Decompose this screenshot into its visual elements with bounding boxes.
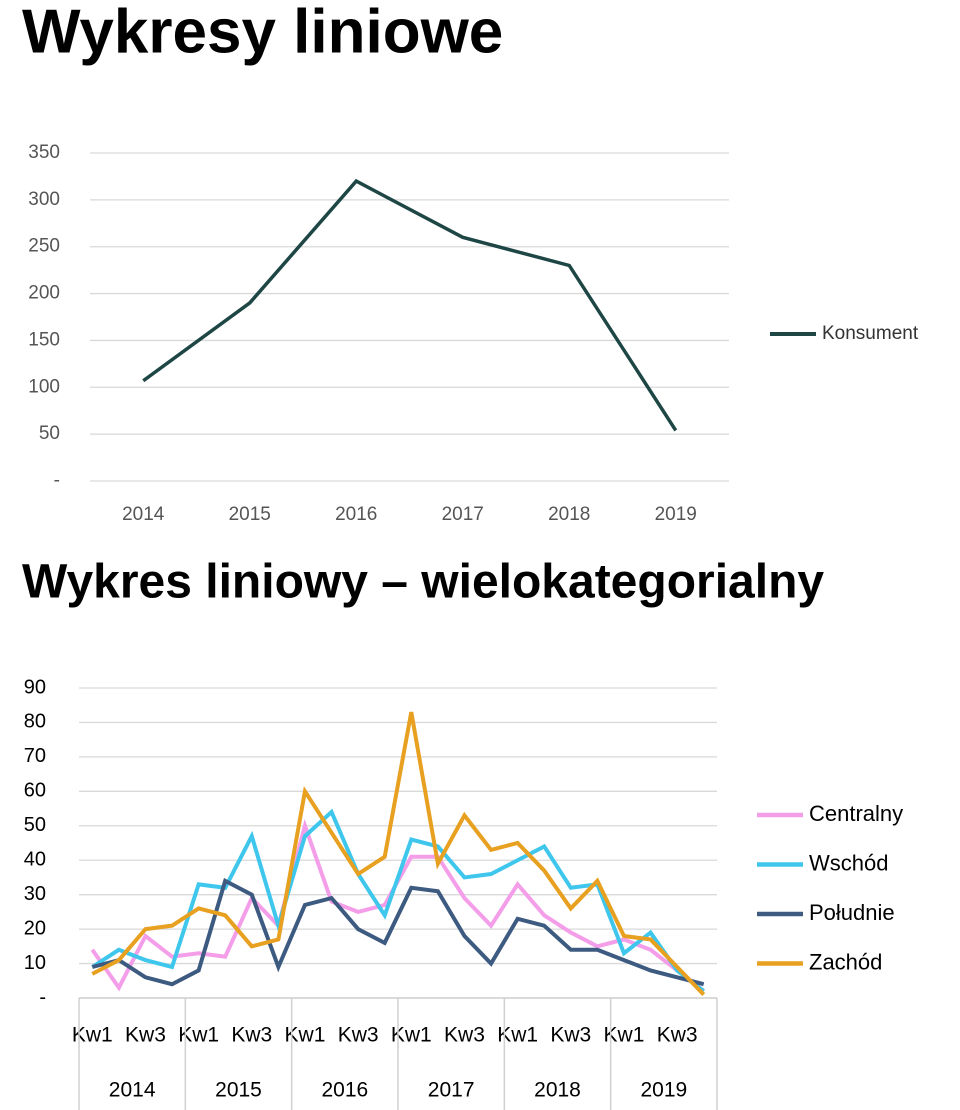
x-tick-label: Kw1 [178, 1024, 219, 1047]
group-label: 2018 [534, 1079, 581, 1102]
x-tick-label: Kw1 [391, 1024, 432, 1047]
series-line [91, 808, 705, 993]
legend-label: Konsument [822, 323, 919, 344]
chart-title: Wykres liniowy – wielokategorialny [22, 556, 824, 609]
y-tick-label: 50 [24, 814, 46, 836]
x-tick-label: 2014 [122, 504, 165, 525]
x-tick-label: 2016 [335, 504, 377, 525]
x-tick-label: 2018 [548, 504, 590, 525]
y-tick-label: 30 [24, 883, 46, 905]
group-label: 2016 [321, 1079, 368, 1102]
x-tick-label: Kw3 [125, 1024, 166, 1047]
y-tick-label: 40 [24, 849, 46, 871]
legend-label: Centralny [809, 801, 903, 826]
y-tick-label: 100 [28, 376, 60, 397]
y-tick-label: 80 [24, 711, 46, 733]
x-tick-label: Kw3 [338, 1024, 379, 1047]
x-tick-label: 2015 [229, 504, 271, 525]
x-tick-label: 2017 [442, 504, 484, 525]
group-label: 2015 [215, 1079, 262, 1102]
x-tick-label: Kw3 [657, 1024, 698, 1047]
group-label: 2014 [109, 1079, 156, 1102]
y-tick-label: - [39, 986, 46, 1008]
series-line [91, 878, 705, 987]
y-tick-label: 90 [24, 676, 46, 698]
x-tick-label: Kw1 [604, 1024, 645, 1047]
y-tick-label: - [54, 470, 60, 491]
x-tick-label: 2019 [655, 504, 697, 525]
series-line [142, 178, 678, 432]
series-line [91, 711, 706, 996]
legend-label: Południe [809, 900, 895, 925]
x-tick-label: Kw1 [72, 1024, 113, 1047]
legend-label: Wschód [809, 850, 888, 875]
legend-label: Zachód [809, 949, 882, 974]
y-tick-label: 200 [28, 283, 60, 304]
x-tick-label: Kw1 [285, 1024, 326, 1047]
x-tick-label: Kw1 [497, 1024, 538, 1047]
y-tick-label: 20 [24, 917, 46, 939]
y-tick-label: 60 [24, 780, 46, 802]
y-tick-label: 10 [24, 952, 46, 974]
x-tick-label: Kw3 [550, 1024, 591, 1047]
chart-title: Wykresy liniowe [22, 0, 503, 66]
y-tick-label: 70 [24, 745, 46, 767]
group-label: 2019 [640, 1079, 687, 1102]
x-tick-label: Kw3 [444, 1024, 485, 1047]
y-tick-label: 350 [28, 142, 60, 163]
y-tick-label: 250 [28, 236, 60, 257]
y-tick-label: 50 [39, 423, 60, 444]
y-tick-label: 300 [28, 189, 60, 210]
y-tick-label: 150 [28, 329, 60, 350]
x-tick-label: Kw3 [231, 1024, 272, 1047]
group-label: 2017 [428, 1079, 475, 1102]
